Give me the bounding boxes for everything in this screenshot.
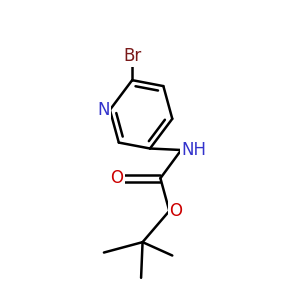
Text: O: O — [169, 202, 182, 220]
Text: N: N — [98, 101, 110, 119]
Text: O: O — [169, 202, 182, 220]
Text: NH: NH — [181, 141, 206, 159]
Text: O: O — [110, 169, 123, 187]
Text: N: N — [98, 101, 110, 119]
Text: Br: Br — [123, 47, 141, 65]
Text: O: O — [110, 169, 123, 187]
Text: NH: NH — [181, 141, 206, 159]
Text: Br: Br — [123, 47, 141, 65]
